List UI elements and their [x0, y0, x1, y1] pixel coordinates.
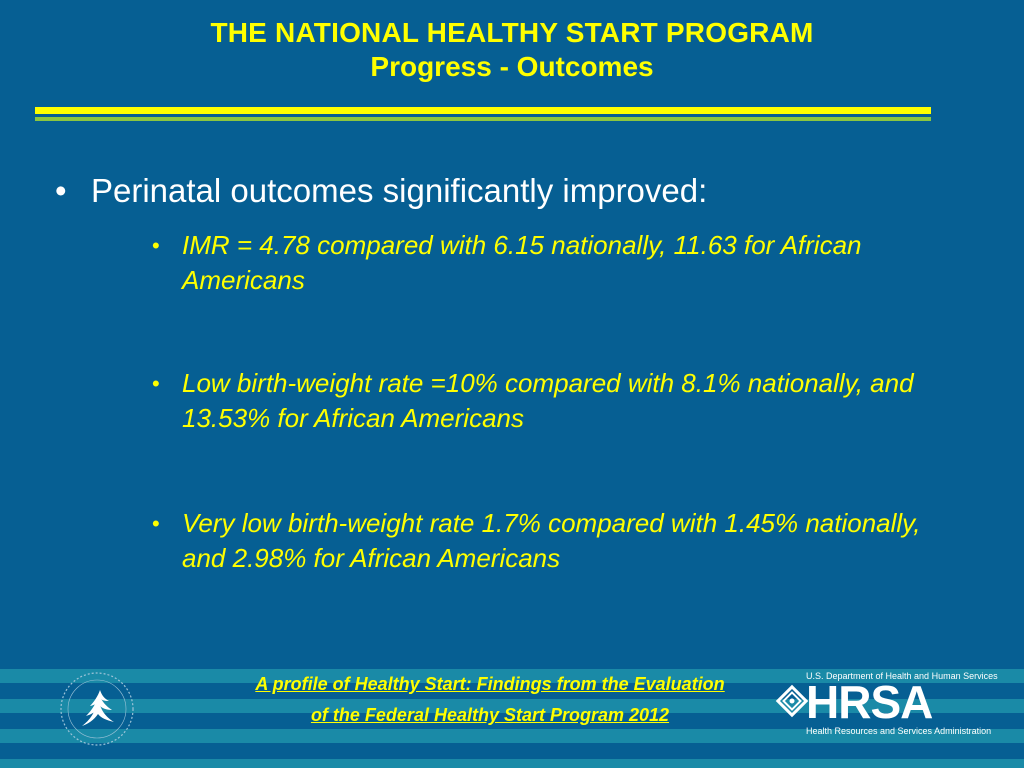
- main-bullet-text: Perinatal outcomes significantly improve…: [91, 172, 708, 209]
- footer-stripe: [0, 699, 1024, 713]
- hrsa-bottom-text: Health Resources and Services Administra…: [806, 726, 992, 736]
- slide-subtitle: Progress - Outcomes: [370, 51, 654, 82]
- sub-bullet-text: IMR = 4.78 compared with 6.15 nationally…: [182, 230, 862, 295]
- hrsa-logo: U.S. Department of Health and Human Serv…: [774, 671, 998, 739]
- bullet-dot-icon: •: [55, 172, 67, 209]
- hrsa-top-text: U.S. Department of Health and Human Serv…: [806, 671, 998, 681]
- sub-bullet-low-birth-weight: • Low birth-weight rate =10% compared wi…: [152, 366, 932, 436]
- sub-bullet-text: Low birth-weight rate =10% compared with…: [182, 368, 914, 433]
- title-rule-yellow: [35, 107, 931, 114]
- bullet-dot-icon: •: [152, 233, 160, 258]
- citation-line-2[interactable]: of the Federal Healthy Start Program 201…: [310, 705, 670, 725]
- hrsa-wordmark: HRSA: [806, 676, 933, 728]
- slide-title: THE NATIONAL HEALTHY START PROGRAM: [210, 17, 814, 48]
- citation-link[interactable]: A profile of Healthy Start: Findings fro…: [190, 669, 790, 731]
- slide-title-block: THE NATIONAL HEALTHY START PROGRAM Progr…: [0, 16, 1024, 84]
- sub-bullet-imr: • IMR = 4.78 compared with 6.15 national…: [152, 228, 932, 298]
- bullet-dot-icon: •: [152, 371, 160, 396]
- footer-band: [0, 663, 1024, 768]
- footer-stripe: [0, 669, 1024, 683]
- hrsa-mark-icon: [775, 684, 809, 718]
- hhs-seal-icon: [56, 668, 138, 750]
- sub-bullet-text: Very low birth-weight rate 1.7% compared…: [182, 508, 921, 573]
- footer-stripe: [0, 759, 1024, 768]
- footer-stripe: [0, 729, 1024, 743]
- title-rule-green: [35, 117, 931, 121]
- bullet-dot-icon: •: [152, 511, 160, 536]
- main-bullet: • Perinatal outcomes significantly improv…: [55, 171, 707, 211]
- sub-bullet-very-low-birth-weight: • Very low birth-weight rate 1.7% compar…: [152, 506, 932, 576]
- citation-line-1[interactable]: A profile of Healthy Start: Findings fro…: [255, 674, 725, 694]
